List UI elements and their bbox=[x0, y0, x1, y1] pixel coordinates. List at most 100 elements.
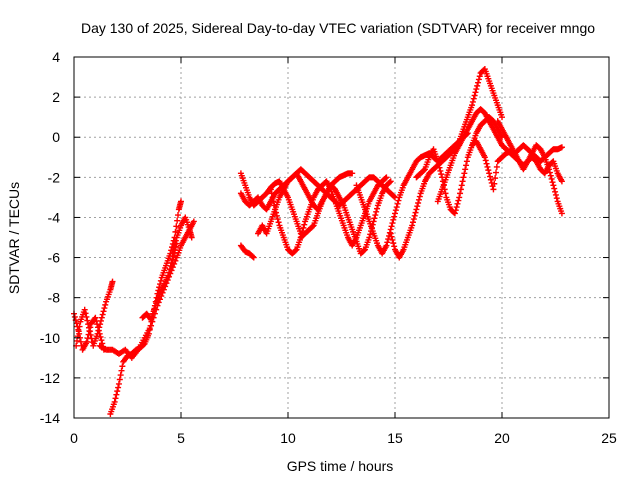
y-tick-label: -2 bbox=[48, 169, 61, 185]
data-point bbox=[92, 314, 99, 321]
data-point bbox=[459, 178, 466, 185]
data-point bbox=[451, 210, 458, 217]
data-point bbox=[373, 208, 380, 215]
data-point bbox=[549, 179, 556, 186]
data-point bbox=[383, 174, 390, 181]
data-point bbox=[388, 233, 395, 240]
data-point bbox=[77, 338, 84, 345]
grid bbox=[74, 57, 609, 418]
series-seg-6 bbox=[169, 214, 195, 257]
y-tick-label: 0 bbox=[52, 129, 60, 145]
data-point bbox=[73, 337, 80, 344]
data-point bbox=[147, 322, 154, 329]
data-point bbox=[173, 223, 180, 230]
data-point bbox=[547, 172, 554, 179]
data-point bbox=[190, 218, 197, 225]
data-point bbox=[394, 200, 401, 207]
data-point bbox=[392, 210, 398, 217]
data-point bbox=[469, 102, 476, 109]
data-point bbox=[546, 166, 553, 173]
data-point bbox=[552, 188, 559, 195]
data-point bbox=[349, 170, 356, 177]
data-point bbox=[386, 229, 393, 236]
data-point bbox=[83, 313, 90, 320]
data-point bbox=[371, 215, 378, 222]
data-point bbox=[81, 306, 88, 313]
data-point bbox=[385, 236, 392, 243]
data-point bbox=[391, 243, 398, 250]
data-point bbox=[118, 367, 125, 374]
series-seg-16 bbox=[434, 106, 565, 205]
data-point bbox=[410, 216, 417, 223]
data-point bbox=[455, 197, 462, 204]
data-point bbox=[482, 157, 489, 164]
data-point bbox=[249, 253, 256, 260]
data-point bbox=[269, 194, 276, 201]
x-tick-label: 10 bbox=[280, 430, 296, 446]
data-point bbox=[393, 204, 400, 211]
data-point bbox=[485, 167, 492, 174]
data-point bbox=[499, 114, 505, 121]
data-point bbox=[487, 176, 494, 183]
data-point bbox=[166, 269, 173, 276]
series-seg-4 bbox=[107, 198, 184, 417]
data-point bbox=[273, 209, 280, 216]
data-point bbox=[487, 173, 494, 180]
data-point bbox=[96, 324, 103, 331]
data-point bbox=[102, 301, 109, 308]
chart-title: Day 130 of 2025, Sidereal Day-to-day VTE… bbox=[81, 20, 595, 36]
data-point bbox=[390, 216, 397, 223]
data-point bbox=[490, 186, 497, 193]
data-point bbox=[409, 222, 416, 229]
plot-frame bbox=[73, 56, 610, 419]
data-point bbox=[170, 253, 177, 260]
data-point bbox=[111, 398, 118, 405]
data-point bbox=[452, 207, 459, 214]
data-point bbox=[436, 164, 443, 171]
y-tick-label: 2 bbox=[52, 89, 60, 105]
data-point bbox=[157, 277, 164, 284]
data-point bbox=[86, 328, 93, 335]
data-point bbox=[456, 194, 463, 201]
data-point bbox=[472, 89, 479, 96]
data-point bbox=[461, 170, 468, 177]
data-point bbox=[169, 250, 176, 257]
data-point bbox=[471, 92, 478, 99]
data-point bbox=[415, 196, 422, 203]
data-point bbox=[115, 380, 122, 387]
data-point bbox=[474, 82, 481, 89]
data-point bbox=[366, 234, 373, 241]
data-point bbox=[113, 391, 120, 398]
data-point bbox=[84, 317, 91, 324]
series-seg-2 bbox=[73, 278, 116, 349]
data-point bbox=[409, 219, 416, 226]
data-point bbox=[166, 266, 173, 273]
data-point bbox=[383, 242, 390, 249]
data-point bbox=[98, 337, 105, 344]
data-point bbox=[442, 190, 449, 197]
data-point bbox=[463, 158, 470, 165]
y-tick-label: -14 bbox=[40, 410, 60, 426]
data-point bbox=[387, 230, 394, 237]
data-point bbox=[460, 174, 467, 181]
y-tick-label: -6 bbox=[48, 250, 61, 266]
data-point bbox=[548, 175, 555, 182]
y-tick-label: -10 bbox=[40, 330, 60, 346]
data-point bbox=[76, 323, 83, 330]
data-point bbox=[97, 317, 104, 324]
data-point bbox=[165, 272, 172, 279]
data-point bbox=[484, 163, 491, 170]
y-tick-label: -12 bbox=[40, 370, 60, 386]
data-point bbox=[434, 158, 441, 165]
data-point bbox=[435, 161, 442, 168]
y-tick-label: -4 bbox=[48, 209, 61, 225]
data-point bbox=[85, 321, 92, 328]
data-point bbox=[97, 333, 104, 340]
data-point bbox=[481, 154, 488, 161]
data-point bbox=[438, 171, 445, 178]
data-point bbox=[454, 200, 461, 207]
data-point bbox=[71, 313, 78, 320]
data-point bbox=[388, 223, 395, 230]
data-point bbox=[382, 175, 389, 182]
